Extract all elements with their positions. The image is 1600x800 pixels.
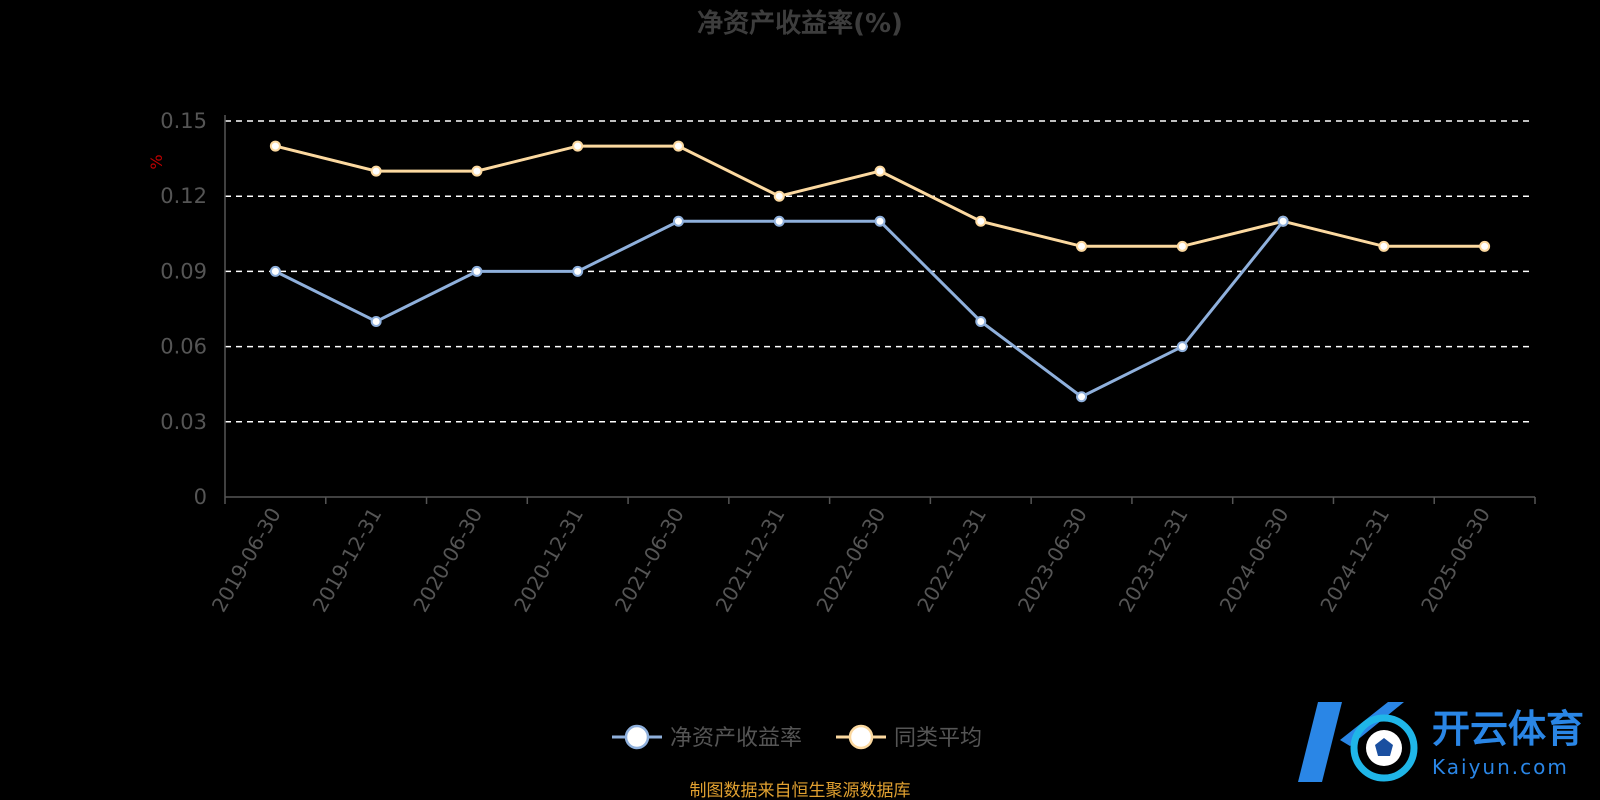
data-point bbox=[672, 215, 684, 227]
data-point bbox=[672, 140, 684, 152]
x-tick-label: 2020-12-31 bbox=[509, 504, 588, 617]
gridlines bbox=[225, 120, 1530, 423]
x-tick-label: 2022-12-31 bbox=[912, 504, 991, 617]
soccer-ball-icon bbox=[1350, 714, 1418, 782]
legend-swatch-marker bbox=[624, 724, 650, 750]
data-point bbox=[1076, 391, 1088, 403]
data-point bbox=[370, 316, 382, 328]
legend: 净资产收益率 同类平均 bbox=[612, 724, 982, 751]
data-point bbox=[1378, 240, 1390, 252]
data-point bbox=[975, 316, 987, 328]
data-point bbox=[773, 215, 785, 227]
x-tick-label: 2021-06-30 bbox=[610, 504, 689, 617]
data-source-note: 制图数据来自恒生聚源数据库 bbox=[690, 781, 911, 800]
data-point bbox=[269, 140, 281, 152]
x-tick-label: 2024-06-30 bbox=[1215, 504, 1294, 617]
y-tick-label: 0.09 bbox=[160, 259, 207, 283]
y-tick-label: 0.06 bbox=[160, 335, 207, 359]
x-tick-label: 2019-12-31 bbox=[308, 504, 387, 617]
data-point bbox=[1277, 215, 1289, 227]
legend-label: 同类平均 bbox=[894, 726, 982, 751]
data-point bbox=[572, 265, 584, 277]
axes: 0 0.03 0.06 0.09 0.12 0.15 2019-06-30 2019-12-3… bbox=[160, 109, 1536, 617]
data-point bbox=[1076, 240, 1088, 252]
data-point bbox=[269, 265, 281, 277]
data-point bbox=[471, 265, 483, 277]
x-tick-label: 2024-12-31 bbox=[1315, 504, 1394, 617]
data-point bbox=[572, 140, 584, 152]
series-lines bbox=[269, 140, 1491, 403]
x-tick-label: 2025-06-30 bbox=[1416, 504, 1495, 617]
legend-label: 净资产收益率 bbox=[670, 726, 802, 751]
data-point bbox=[471, 165, 483, 177]
x-tick-label: 2023-12-31 bbox=[1114, 504, 1193, 617]
watermark-logo: 开云体育 Kaiyun.com bbox=[1298, 702, 1584, 782]
data-point bbox=[773, 190, 785, 202]
data-point bbox=[874, 215, 886, 227]
data-point bbox=[1176, 341, 1188, 353]
x-tick-label: 2021-12-31 bbox=[711, 504, 790, 617]
x-tick-label: 2023-06-30 bbox=[1013, 504, 1092, 617]
data-point bbox=[874, 165, 886, 177]
y-tick-label: 0.15 bbox=[160, 109, 207, 133]
x-tick-label: 2022-06-30 bbox=[811, 504, 890, 617]
watermark-cn: 开云体育 bbox=[1432, 707, 1584, 751]
watermark-en: Kaiyun.com bbox=[1432, 755, 1569, 779]
y-tick-label: 0.12 bbox=[160, 184, 207, 208]
data-point bbox=[975, 215, 987, 227]
data-point bbox=[1479, 240, 1491, 252]
y-axis-unit: % bbox=[147, 154, 166, 169]
data-point bbox=[1176, 240, 1188, 252]
chart-title: 净资产收益率(%) bbox=[697, 8, 903, 39]
x-tick-label: 2020-06-30 bbox=[408, 504, 487, 617]
legend-swatch-marker bbox=[848, 724, 874, 750]
data-point bbox=[370, 165, 382, 177]
x-tick-label: 2019-06-30 bbox=[207, 504, 286, 617]
y-tick-label: 0.03 bbox=[160, 410, 207, 434]
y-tick-label: 0 bbox=[194, 485, 207, 509]
